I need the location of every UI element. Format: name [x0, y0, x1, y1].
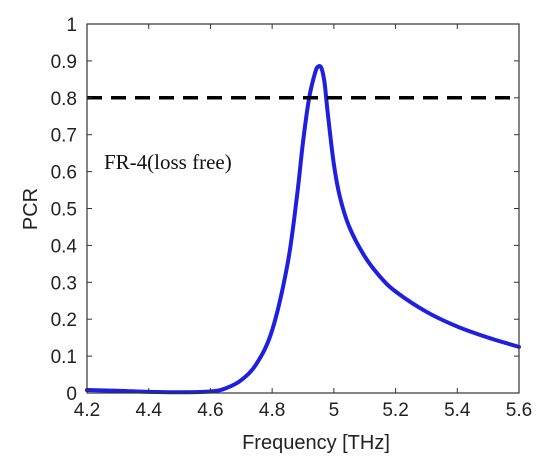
y-tick-label: 0.7	[51, 126, 77, 147]
y-tick-label: 0.8	[51, 89, 77, 110]
pcr-curve	[85, 64, 521, 395]
y-tick-label: 0.5	[51, 200, 77, 221]
y-tick-label: 0.3	[51, 273, 77, 294]
x-tick-label: 5.4	[444, 400, 471, 421]
x-tick-label: 4.4	[136, 400, 163, 421]
x-tick-label: 4.8	[259, 400, 285, 421]
x-tick-label: 5.6	[506, 400, 532, 421]
y-tick-label: 0.9	[51, 52, 77, 73]
y-tick-label: 0.6	[51, 163, 77, 184]
x-axis-label: Frequency [THz]	[242, 432, 390, 454]
y-tick-label: 0.2	[51, 310, 77, 331]
x-tick-label: 4.6	[197, 400, 223, 421]
y-tick-label: 0.4	[51, 236, 78, 257]
plot-frame	[86, 23, 520, 394]
y-tick-label: 1	[66, 15, 77, 36]
y-tick-label: 0.1	[51, 347, 77, 368]
y-axis-label: PCR	[20, 188, 42, 230]
y-tick-label: 0	[66, 384, 77, 405]
annotation-loss-free: FR-4(loss free)	[104, 150, 232, 174]
x-tick-label: 5.2	[382, 400, 408, 421]
x-tick-label: 4.2	[74, 400, 100, 421]
x-tick-label: 5	[329, 400, 340, 421]
